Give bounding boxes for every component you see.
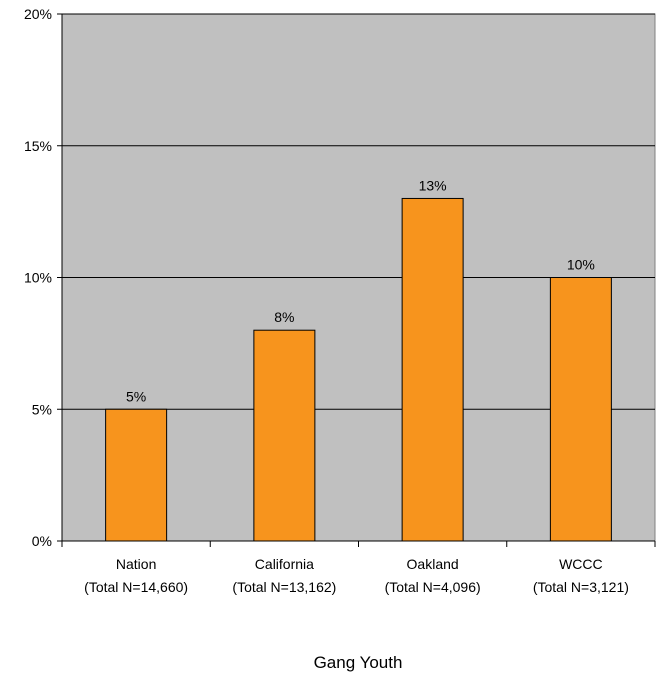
category-label: WCCC <box>559 556 603 572</box>
bars <box>105 197 612 542</box>
data-label: 10% <box>567 257 595 273</box>
y-axis-ticks: 0% 5% 10% 15% 20% <box>24 6 62 549</box>
y-tick-label: 0% <box>32 533 52 549</box>
y-tick-label: 15% <box>24 138 52 154</box>
data-label: 5% <box>126 388 146 404</box>
y-tick-label: 5% <box>32 401 52 417</box>
category-label: Nation <box>116 556 156 572</box>
category-total-label: (Total N=14,660) <box>84 579 188 595</box>
bar-california <box>253 329 316 542</box>
bar-wccc <box>549 277 612 542</box>
category-total-label: (Total N=4,096) <box>385 579 481 595</box>
category-total-label: (Total N=13,162) <box>232 579 336 595</box>
category-label: Oakland <box>407 556 459 572</box>
x-axis-ticks: Nation (Total N=14,660) California (Total N… <box>61 541 656 595</box>
bar-nation <box>105 408 168 542</box>
y-tick-label: 10% <box>24 270 52 286</box>
y-tick-label: 20% <box>24 6 52 22</box>
category-total-label: (Total N=3,121) <box>533 579 629 595</box>
data-label: 13% <box>419 177 447 193</box>
data-label: 8% <box>274 309 294 325</box>
data-labels: 5% 8% 13% 10% <box>126 177 595 404</box>
category-label: California <box>255 556 314 572</box>
bar-oakland <box>401 197 464 542</box>
x-axis-title: Gang Youth <box>314 653 403 672</box>
